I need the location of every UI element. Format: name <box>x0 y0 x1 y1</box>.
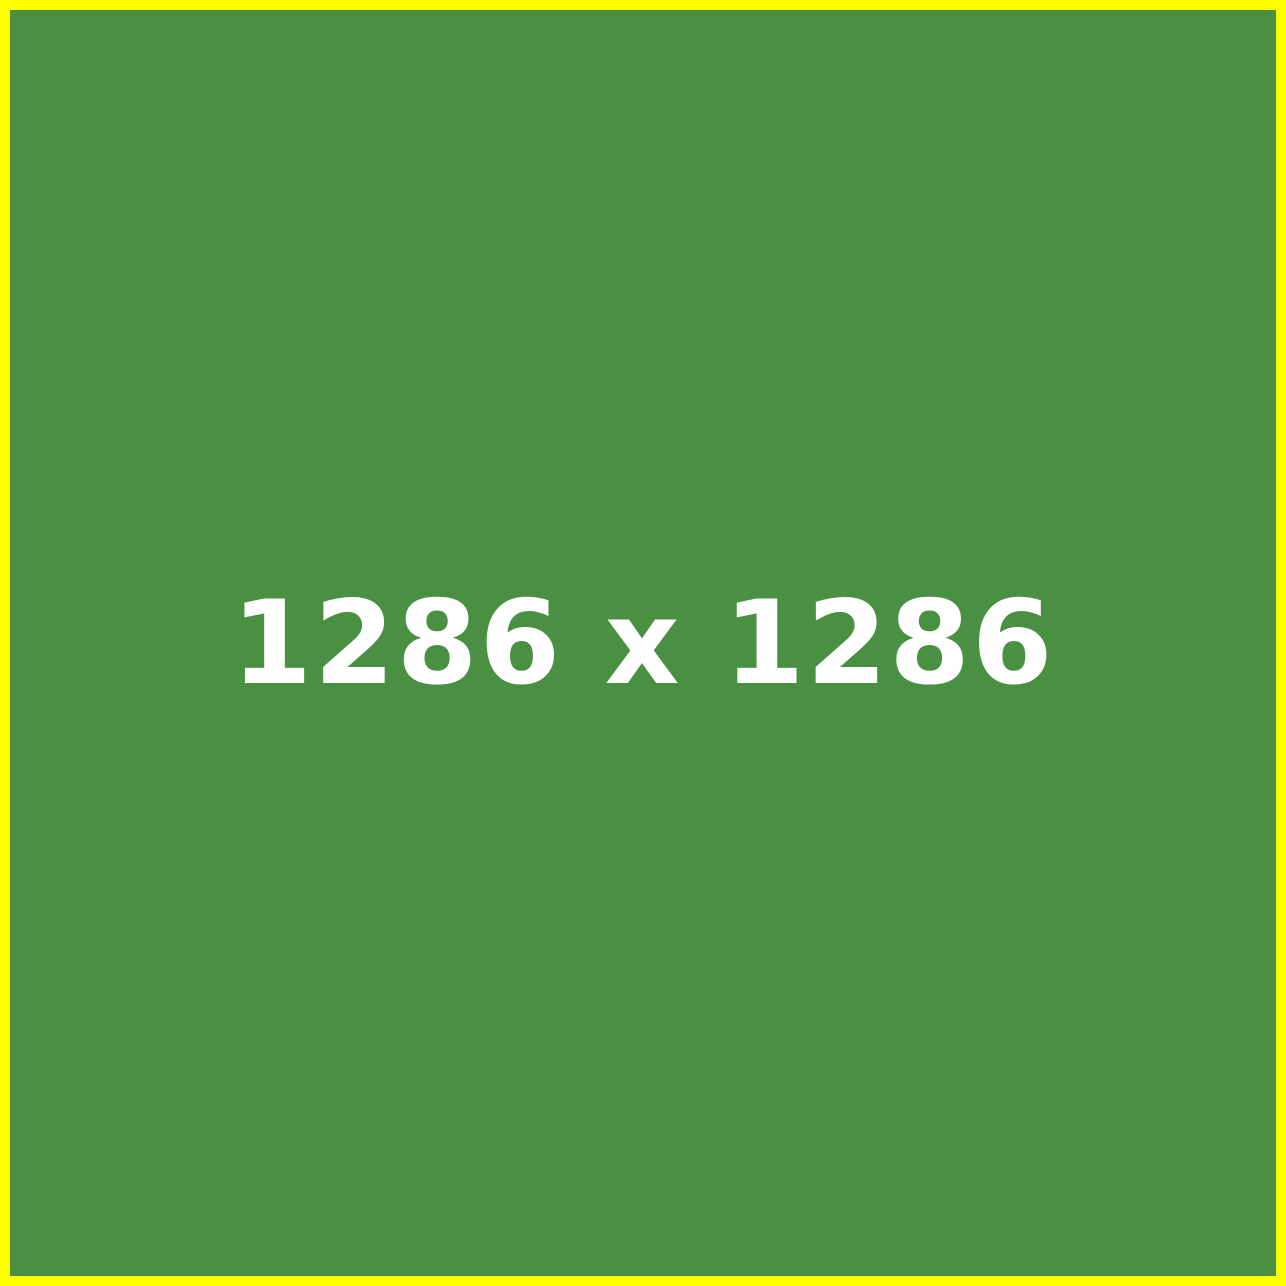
dimensions-label: 1286 x 1286 <box>231 576 1055 711</box>
